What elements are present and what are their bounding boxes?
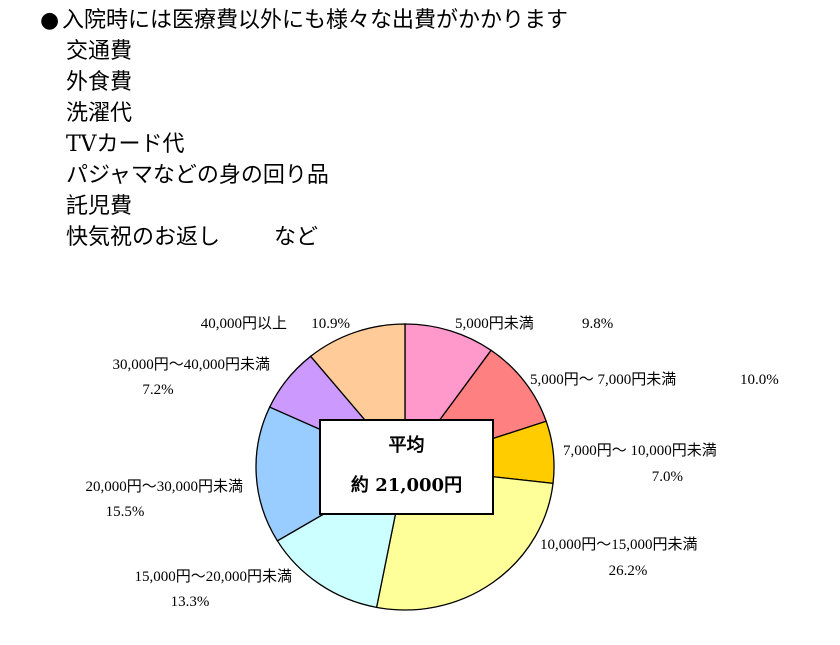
expense-item: 快気祝のお返し: [66, 225, 221, 250]
expense-item-last: 快気祝のお返し など: [66, 222, 800, 253]
intro-section: ● 入院時には医療費以外にも様々な出費がかかります 交通費 外食費 洗濯代 TVカ…: [40, 6, 800, 253]
bullet-icon: ●: [40, 8, 60, 33]
expense-item: 外食費: [66, 70, 133, 95]
slice-label-7: 40,000円以上: [201, 315, 287, 332]
slice-value-7: 10.9%: [311, 316, 350, 332]
slice-label-5: 20,000円～30,000円未満: [85, 478, 243, 495]
slice-label-3: 10,000円～15,000円未満: [540, 536, 698, 553]
average-box: 平均 約 21,000円: [319, 419, 494, 515]
average-title: 平均: [388, 435, 425, 456]
slice-label-6: 30,000円～40,000円未満: [112, 356, 270, 373]
trailing-text: など: [274, 225, 319, 250]
slice-value-0: 9.8%: [582, 316, 613, 332]
slice-value-2: 7.0%: [652, 469, 683, 485]
average-value: 約 21,000円: [350, 475, 463, 496]
slice-value-5: 15.5%: [106, 504, 145, 520]
slice-value-4: 13.3%: [171, 594, 210, 610]
pie-labels: 5,000円未満 9.8% 5,000円～ 7,000円未満 10.0% 7,000円～…: [85, 315, 778, 610]
expense-item: TVカード代: [66, 132, 185, 157]
slice-label-1: 5,000円～ 7,000円未満: [530, 371, 676, 388]
slice-value-1: 10.0%: [740, 372, 779, 388]
headline: ● 入院時には医療費以外にも様々な出費がかかります: [40, 6, 800, 36]
slice-label-2: 7,000円～ 10,000円未満: [563, 442, 717, 459]
expense-item: パジャマなどの身の回り品: [66, 163, 329, 188]
slice-label-4: 15,000円～20,000円未満: [134, 568, 292, 585]
slice-label-0: 5,000円未満: [455, 315, 534, 332]
expense-list: 交通費 外食費 洗濯代 TVカード代 パジャマなどの身の回り品 託児費 快気祝の…: [40, 36, 800, 253]
expense-item: 洗濯代: [66, 101, 133, 126]
expense-item: 託児費: [66, 194, 133, 219]
slice-value-6: 7.2%: [142, 382, 173, 398]
slice-value-3: 26.2%: [609, 563, 648, 579]
expense-item: 交通費: [66, 39, 133, 64]
headline-text: 入院時には医療費以外にも様々な出費がかかります: [62, 8, 569, 33]
